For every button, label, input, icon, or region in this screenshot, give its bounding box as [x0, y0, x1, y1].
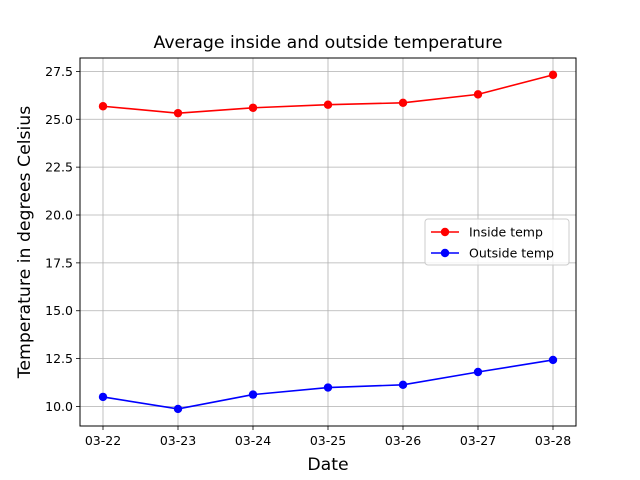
x-tick-label: 03-26 [385, 433, 421, 448]
data-point [548, 70, 558, 80]
legend-marker-1 [440, 248, 450, 258]
y-tick-label: 10.0 [45, 399, 73, 414]
y-tick-label: 22.5 [45, 160, 73, 175]
data-point [248, 390, 258, 399]
legend-box [424, 218, 570, 266]
data-point [398, 98, 408, 108]
y-tick-label: 15.0 [45, 303, 73, 318]
x-tick-label: 03-22 [85, 433, 121, 448]
x-tick-label: 03-27 [460, 433, 496, 448]
data-point [323, 383, 333, 392]
data-point [473, 90, 483, 99]
legend: Inside temp Outside temp [424, 218, 570, 266]
y-tick-label: 12.5 [45, 351, 73, 366]
data-point [473, 367, 483, 377]
y-axis-label: Temperature in degrees Celsius [15, 106, 35, 380]
y-tick-label: 17.5 [45, 255, 73, 270]
x-tick-label: 03-28 [535, 433, 571, 448]
x-tick-label: 03-24 [235, 433, 271, 448]
y-tick-label: 27.5 [45, 64, 73, 79]
data-point [248, 103, 258, 112]
data-point [98, 392, 108, 402]
y-axis-ticks: 10.0 12.5 15.0 17.5 20.0 22.5 25.0 27.5 [45, 64, 80, 414]
legend-label-1: Outside temp [469, 246, 554, 261]
x-tick-label: 03-25 [310, 433, 346, 448]
chart-title: Average inside and outside temperature [154, 33, 503, 53]
data-point [323, 100, 333, 109]
x-tick-label: 03-23 [160, 433, 196, 448]
x-axis-ticks: 03-22 03-23 03-24 03-25 03-26 03-27 03-28 [85, 426, 571, 448]
series-group [98, 70, 558, 414]
data-point [398, 380, 408, 390]
legend-marker-0 [440, 227, 450, 237]
y-tick-label: 20.0 [45, 208, 73, 223]
data-point [173, 108, 183, 118]
data-point [173, 404, 183, 414]
legend-label-0: Inside temp [469, 225, 543, 240]
y-tick-label: 25.0 [45, 112, 73, 127]
x-axis-label: Date [307, 455, 348, 475]
data-point [98, 102, 108, 111]
data-point [548, 355, 558, 365]
